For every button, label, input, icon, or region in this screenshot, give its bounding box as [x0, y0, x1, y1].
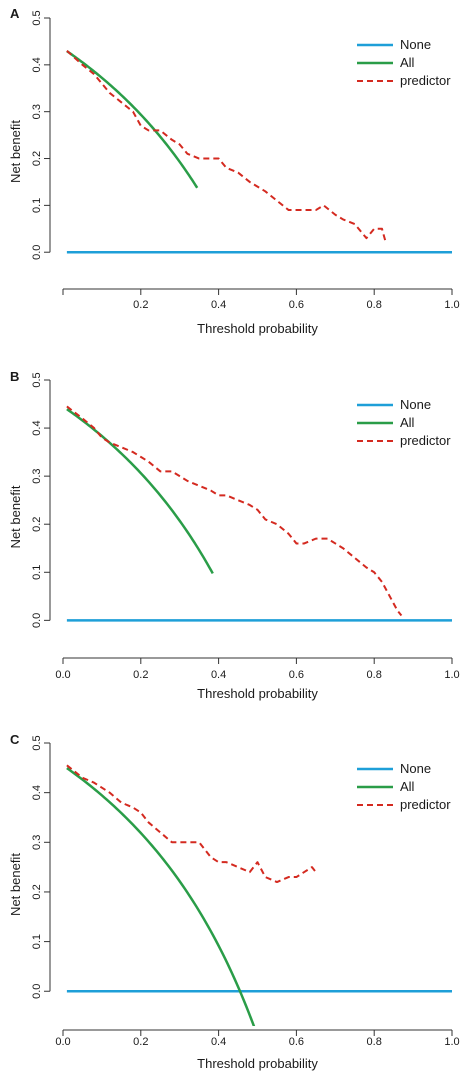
- x-axis-title: Threshold probability: [197, 321, 318, 336]
- series-line-all: [66, 767, 256, 1026]
- series-line-predictor: [66, 50, 387, 244]
- y-tick-label: 0.4: [31, 420, 43, 435]
- y-tick-label: 0.2: [31, 884, 43, 899]
- chart-panel-c: C 0.0 0.1 0.2 0.3 0.4 0.5 Net benefit 0.0 0.2 0.4 0…: [8, 732, 460, 1071]
- legend: None All predictor: [357, 397, 451, 448]
- plot-area: [66, 764, 452, 1026]
- x-tick-label: 0.0: [55, 669, 70, 681]
- series-line-all: [66, 50, 199, 189]
- legend-label-none: None: [400, 37, 431, 52]
- legend-label-all: All: [400, 415, 415, 430]
- x-tick-label: 0.4: [211, 1036, 226, 1048]
- x-tick-label: 0.2: [133, 669, 148, 681]
- y-tick-label: 0.0: [31, 984, 43, 999]
- legend-label-predictor: predictor: [400, 433, 451, 448]
- legend-label-all: All: [400, 779, 415, 794]
- series-line-all: [66, 408, 214, 575]
- legend: None All predictor: [357, 37, 451, 88]
- x-tick-label: 0.2: [133, 299, 148, 311]
- y-tick-label: 0.4: [31, 57, 43, 72]
- chart-panel-a: A 0.0 0.1 0.2 0.3 0.4 0.5 Net benefit 0.2 0.4 0.6 0…: [8, 6, 460, 336]
- chart-panel-b: B 0.0 0.1 0.2 0.3 0.4 0.5 Net benefit 0.0 0.2 0.4 0…: [8, 369, 460, 701]
- x-tick-label: 0.8: [367, 669, 382, 681]
- x-tick-label: 0.2: [133, 1036, 148, 1048]
- x-tick-label: 1.0: [444, 1036, 459, 1048]
- x-axis-title: Threshold probability: [197, 686, 318, 701]
- panel-label: C: [10, 732, 20, 747]
- y-tick-label: 0.1: [31, 198, 43, 213]
- y-tick-label: 0.1: [31, 934, 43, 949]
- x-tick-label: 0.8: [367, 299, 382, 311]
- y-axis-title: Net benefit: [8, 485, 23, 548]
- x-tick-label: 1.0: [444, 669, 459, 681]
- x-tick-label: 1.0: [444, 299, 459, 311]
- plot-area: [66, 405, 452, 622]
- legend-label-predictor: predictor: [400, 797, 451, 812]
- y-tick-label: 0.1: [31, 565, 43, 580]
- y-axis-title: Net benefit: [8, 120, 23, 183]
- x-axis-title: Threshold probability: [197, 1056, 318, 1071]
- y-tick-label: 0.3: [31, 468, 43, 483]
- y-tick-label: 0.0: [31, 245, 43, 260]
- legend-label-predictor: predictor: [400, 73, 451, 88]
- legend-label-none: None: [400, 761, 431, 776]
- series-line-predictor: [66, 764, 317, 884]
- y-tick-label: 0.5: [31, 735, 43, 750]
- panel-label: B: [10, 369, 19, 384]
- y-tick-label: 0.5: [31, 372, 43, 387]
- x-tick-label: 0.4: [211, 669, 226, 681]
- y-tick-label: 0.3: [31, 104, 43, 119]
- plot-area: [66, 50, 452, 254]
- x-tick-label: 0.6: [289, 299, 304, 311]
- y-tick-label: 0.4: [31, 785, 43, 800]
- y-tick-label: 0.3: [31, 835, 43, 850]
- y-tick-label: 0.5: [31, 10, 43, 25]
- panel-label: A: [10, 6, 20, 21]
- y-tick-label: 0.0: [31, 613, 43, 628]
- y-axis-title: Net benefit: [8, 853, 23, 916]
- legend-label-all: All: [400, 55, 415, 70]
- x-tick-label: 0.6: [289, 669, 304, 681]
- x-tick-label: 0.8: [367, 1036, 382, 1048]
- x-tick-label: 0.0: [55, 1036, 70, 1048]
- x-tick-label: 0.6: [289, 1036, 304, 1048]
- y-tick-label: 0.2: [31, 151, 43, 166]
- x-tick-label: 0.4: [211, 299, 226, 311]
- y-tick-label: 0.2: [31, 517, 43, 532]
- legend-label-none: None: [400, 397, 431, 412]
- series-line-predictor: [66, 405, 403, 617]
- legend: None All predictor: [357, 761, 451, 812]
